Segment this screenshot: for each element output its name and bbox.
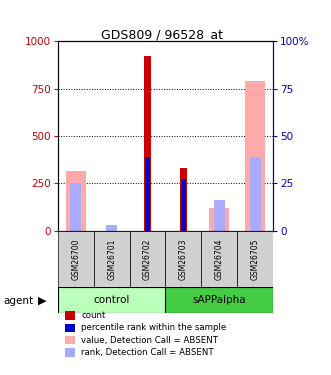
- Text: GSM26703: GSM26703: [179, 238, 188, 280]
- Bar: [181, 180, 186, 231]
- Text: percentile rank within the sample: percentile rank within the sample: [81, 323, 226, 332]
- Text: value, Detection Call = ABSENT: value, Detection Call = ABSENT: [81, 336, 218, 345]
- Text: rank, Detection Call = ABSENT: rank, Detection Call = ABSENT: [81, 348, 214, 357]
- Bar: [144, 56, 151, 231]
- Text: control: control: [94, 295, 130, 305]
- Bar: [214, 200, 225, 231]
- Bar: [245, 81, 265, 231]
- Bar: [66, 171, 86, 231]
- Bar: [71, 183, 81, 231]
- Bar: [130, 231, 166, 287]
- Bar: [250, 157, 260, 231]
- Bar: [180, 168, 187, 231]
- Text: GSM26704: GSM26704: [215, 238, 224, 280]
- Bar: [94, 231, 130, 287]
- Bar: [166, 231, 201, 287]
- Text: GSM26705: GSM26705: [251, 238, 260, 280]
- Bar: [166, 287, 273, 313]
- Bar: [106, 225, 117, 231]
- Bar: [58, 231, 94, 287]
- Bar: [58, 287, 166, 313]
- Bar: [237, 231, 273, 287]
- Bar: [201, 231, 237, 287]
- Text: GSM26700: GSM26700: [71, 238, 80, 280]
- Text: agent: agent: [3, 296, 33, 306]
- Bar: [145, 157, 150, 231]
- Text: GSM26701: GSM26701: [107, 238, 116, 280]
- Text: count: count: [81, 311, 106, 320]
- Text: GDS809 / 96528_at: GDS809 / 96528_at: [101, 28, 223, 41]
- Text: GSM26702: GSM26702: [143, 238, 152, 280]
- Bar: [210, 208, 229, 231]
- Text: ▶: ▶: [38, 296, 47, 306]
- Text: sAPPalpha: sAPPalpha: [192, 295, 246, 305]
